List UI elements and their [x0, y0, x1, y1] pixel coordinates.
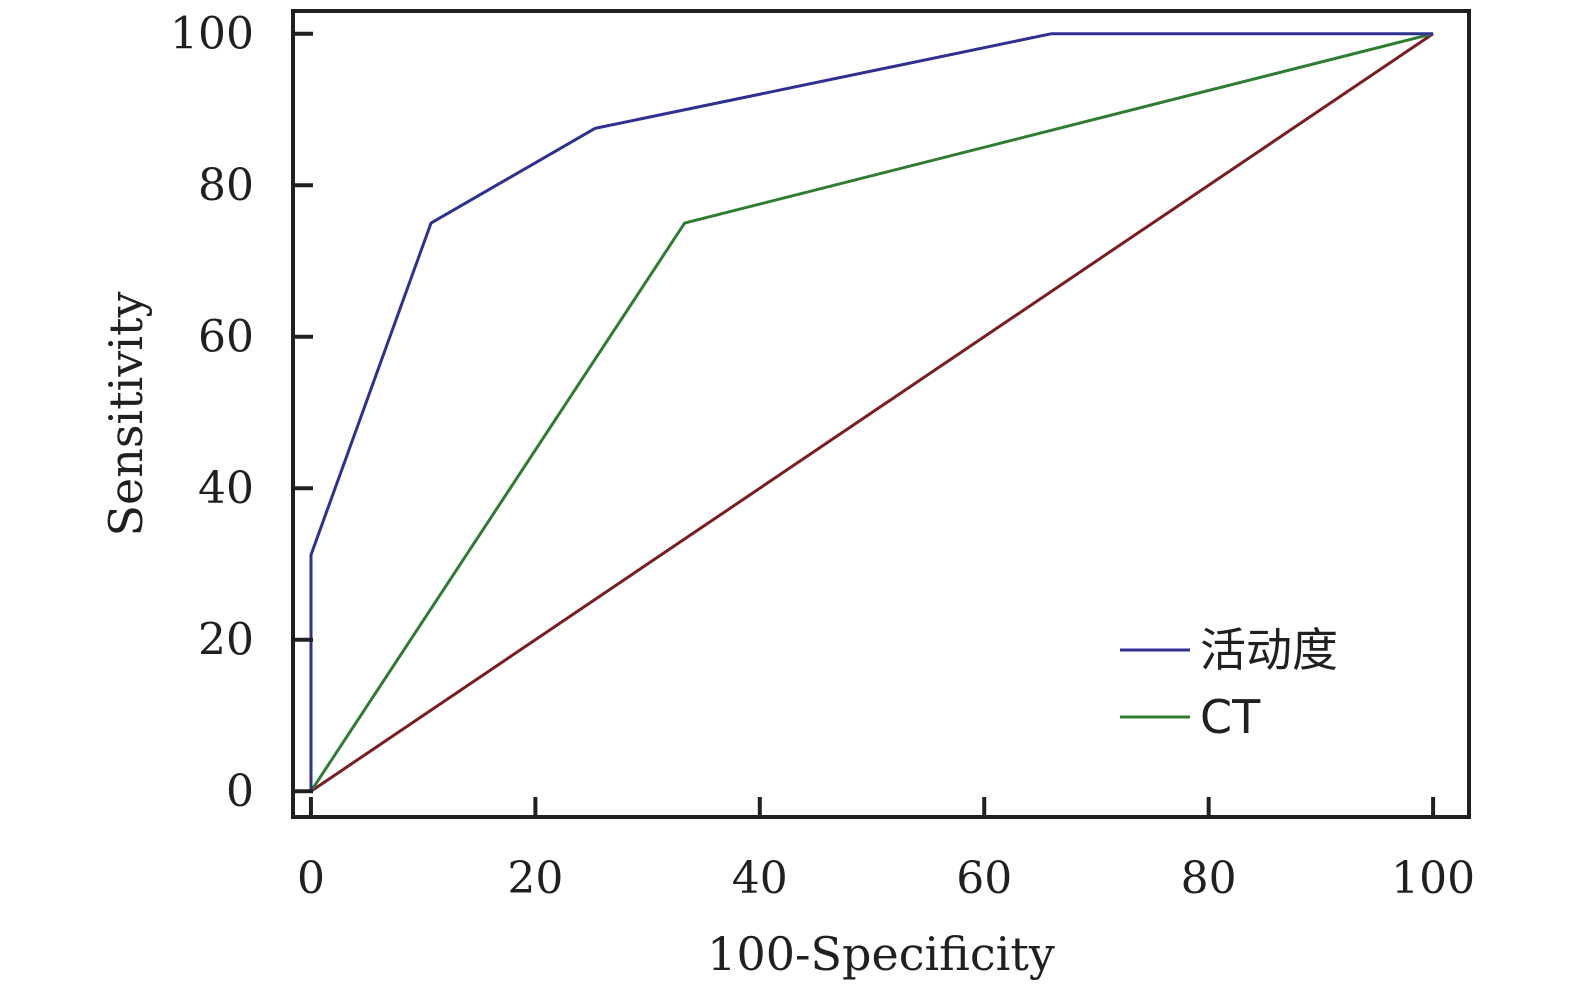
y-tick-label: 60: [198, 312, 254, 363]
x-tick-label: 20: [507, 853, 563, 904]
series-line: [310, 32, 1434, 793]
x-tick-label: 0: [297, 853, 325, 904]
y-axis-label: Sensitivity: [99, 291, 153, 536]
y-tick-label: 20: [198, 615, 254, 666]
y-axis-ticks: 0 20 40 60 80 100: [170, 9, 313, 817]
series-line: [309, 32, 1434, 793]
x-tick-label: 60: [956, 853, 1012, 904]
legend-label: 活动度: [1200, 623, 1338, 677]
x-axis-label: 100-Specificity: [707, 927, 1055, 981]
x-tick-label: 100: [1391, 853, 1475, 904]
series-line: [309, 32, 1434, 792]
legend: 活动度 CT: [1120, 623, 1338, 744]
y-tick-label: 0: [226, 766, 254, 817]
series-layer: [309, 32, 1434, 793]
y-tick-label: 80: [198, 160, 254, 211]
plot-frame: [291, 9, 1471, 819]
y-tick-label: 100: [170, 9, 254, 60]
y-tick-label: 40: [198, 463, 254, 514]
legend-label: CT: [1200, 690, 1261, 744]
x-tick-label: 80: [1181, 853, 1237, 904]
x-axis-ticks: 0 20 40 60 80 100: [297, 797, 1475, 904]
x-tick-label: 40: [732, 853, 788, 904]
